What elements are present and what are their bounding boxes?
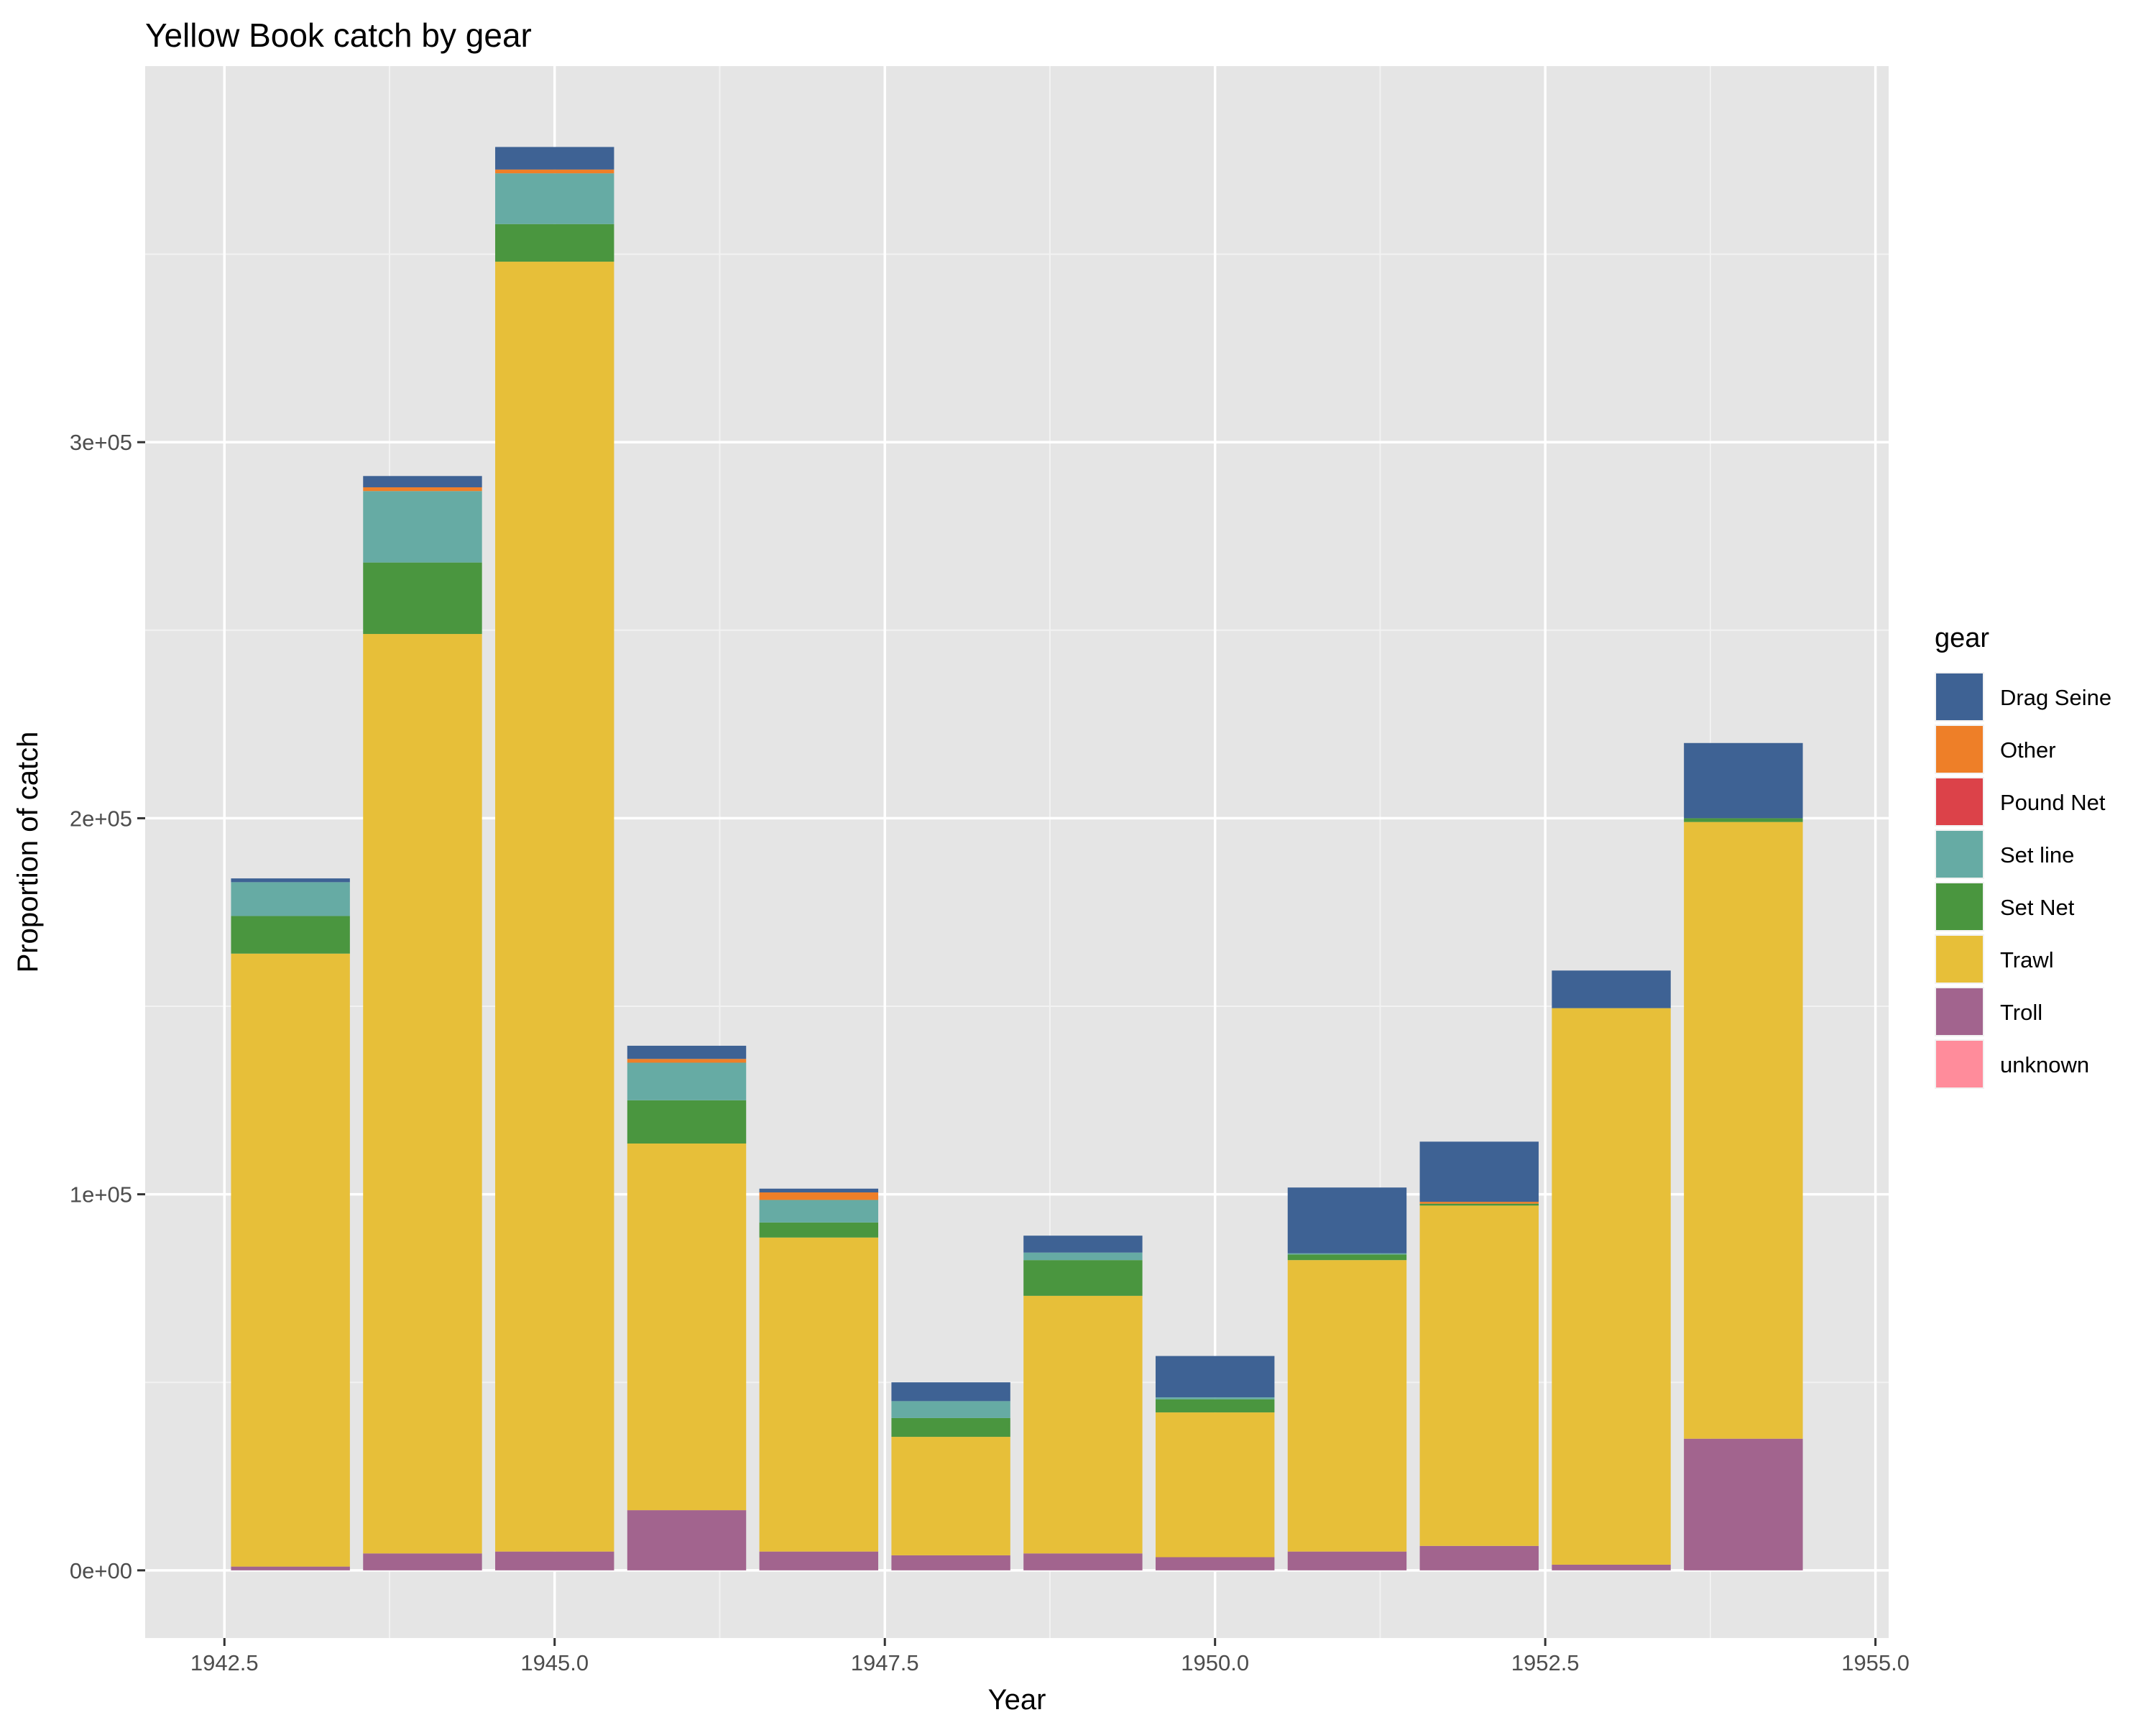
bar-segment-drag-seine-1944 <box>363 476 482 487</box>
bar-segment-trawl-1950 <box>1155 1412 1275 1558</box>
y-tick-label: 1e+05 <box>70 1182 132 1208</box>
bar-segment-drag-seine-1949 <box>1023 1236 1143 1253</box>
bar-segment-trawl-1949 <box>1023 1295 1143 1554</box>
bar-segment-troll-1945 <box>495 1551 614 1570</box>
bar-segment-set-net-1944 <box>363 562 482 635</box>
bar-segment-trawl-1953 <box>1552 1008 1671 1565</box>
bar-segment-set-net-1949 <box>1023 1260 1143 1296</box>
bar-segment-drag-seine-1943 <box>231 878 350 883</box>
chart-title: Yellow Book catch by gear <box>145 17 532 54</box>
legend-label-drag-seine: Drag Seine <box>2000 685 2111 710</box>
bar-segment-trawl-1944 <box>363 634 482 1554</box>
bar-segment-set-net-1947 <box>759 1222 879 1238</box>
legend-swatch-troll <box>1936 988 1983 1035</box>
bar-segment-set-line-1947 <box>759 1200 879 1223</box>
bar-segment-troll-1951 <box>1287 1551 1407 1570</box>
bar-segment-set-line-1949 <box>1023 1252 1143 1261</box>
legend-swatch-other <box>1936 726 1983 773</box>
bar-segment-set-net-1952 <box>1419 1203 1539 1206</box>
bar-segment-drag-seine-1954 <box>1684 742 1803 819</box>
legend-swatch-set-net <box>1936 883 1983 930</box>
bar-segment-trawl-1945 <box>495 262 614 1552</box>
bar-segment-trawl-1954 <box>1684 822 1803 1439</box>
bar-segment-other-1944 <box>363 487 482 492</box>
legend-label-pound-net: Pound Net <box>2000 790 2106 815</box>
x-tick-label: 1952.5 <box>1511 1650 1580 1675</box>
bar-segment-drag-seine-1951 <box>1287 1187 1407 1254</box>
bar-segment-drag-seine-1952 <box>1419 1141 1539 1202</box>
legend-swatch-pound-net <box>1936 778 1983 825</box>
bar-segment-drag-seine-1948 <box>891 1382 1010 1402</box>
legend-label-set-net: Set Net <box>2000 895 2075 920</box>
bar-segment-troll-1947 <box>759 1551 879 1570</box>
bar-segment-troll-1944 <box>363 1553 482 1570</box>
bar-segment-trawl-1947 <box>759 1237 879 1552</box>
y-tick-label: 0e+00 <box>70 1558 132 1583</box>
bar-segment-troll-1950 <box>1155 1557 1275 1570</box>
x-axis-title: Year <box>988 1684 1046 1716</box>
bar-segment-other-1946 <box>627 1059 747 1063</box>
bar-segment-set-line-1943 <box>231 882 350 916</box>
bars <box>231 147 1803 1570</box>
legend-swatch-trawl <box>1936 936 1983 983</box>
bar-segment-trawl-1943 <box>231 953 350 1567</box>
bar-segment-set-net-1946 <box>627 1100 747 1144</box>
bar-segment-other-1945 <box>495 169 614 174</box>
bar-segment-drag-seine-1953 <box>1552 970 1671 1008</box>
y-axis: 0e+00 1e+05 2e+05 3e+05 <box>70 430 145 1583</box>
legend-label-troll: Troll <box>2000 1000 2042 1025</box>
legend-title: gear <box>1935 623 1989 653</box>
bar-segment-trawl-1951 <box>1287 1260 1407 1552</box>
legend-label-trawl: Trawl <box>2000 947 2054 972</box>
bar-segment-set-net-1954 <box>1684 818 1803 822</box>
bar-segment-troll-1943 <box>231 1566 350 1570</box>
x-tick-label: 1945.0 <box>520 1650 589 1675</box>
legend-swatch-drag-seine <box>1936 673 1983 720</box>
x-tick-label: 1942.5 <box>190 1650 259 1675</box>
legend-label-other: Other <box>2000 737 2056 763</box>
x-axis: 1942.5 1945.0 1947.5 1950.0 1952.5 1955.0 <box>190 1638 1909 1675</box>
x-tick-label: 1955.0 <box>1841 1650 1909 1675</box>
bar-segment-set-line-1946 <box>627 1062 747 1100</box>
y-axis-title: Proportion of catch <box>12 732 44 973</box>
bar-segment-set-net-1948 <box>891 1417 1010 1438</box>
bar-segment-troll-1946 <box>627 1510 747 1570</box>
legend-swatch-unknown <box>1936 1041 1983 1087</box>
bar-segment-set-line-1945 <box>495 173 614 224</box>
bar-segment-set-net-1950 <box>1155 1399 1275 1413</box>
bar-segment-troll-1948 <box>891 1555 1010 1570</box>
bar-segment-set-net-1943 <box>231 916 350 954</box>
bar-segment-troll-1952 <box>1419 1545 1539 1570</box>
bar-segment-set-line-1948 <box>891 1401 1010 1418</box>
bar-segment-other-1952 <box>1419 1202 1539 1204</box>
bar-segment-set-line-1944 <box>363 491 482 563</box>
bar-segment-troll-1953 <box>1552 1564 1671 1570</box>
bar-segment-troll-1949 <box>1023 1553 1143 1570</box>
legend-swatch-set-line <box>1936 831 1983 878</box>
legend-label-set-line: Set line <box>2000 842 2074 868</box>
bar-segment-trawl-1946 <box>627 1143 747 1511</box>
bar-segment-other-1947 <box>759 1192 879 1200</box>
legend: gear Drag Seine Other Pound Net Set line Set… <box>1935 623 2111 1089</box>
bar-segment-set-net-1945 <box>495 224 614 262</box>
bar-segment-trawl-1952 <box>1419 1205 1539 1546</box>
bar-segment-troll-1954 <box>1684 1438 1803 1570</box>
bar-segment-set-line-1950 <box>1155 1397 1275 1399</box>
bar-segment-set-line-1951 <box>1287 1253 1407 1255</box>
y-tick-label: 2e+05 <box>70 806 132 831</box>
bar-segment-set-net-1951 <box>1287 1254 1407 1261</box>
legend-label-unknown: unknown <box>2000 1052 2089 1077</box>
bar-segment-drag-seine-1945 <box>495 147 614 170</box>
x-tick-label: 1947.5 <box>851 1650 919 1675</box>
bar-segment-trawl-1948 <box>891 1437 1010 1555</box>
bar-segment-drag-seine-1950 <box>1155 1356 1275 1398</box>
y-tick-label: 3e+05 <box>70 430 132 455</box>
bar-segment-drag-seine-1946 <box>627 1045 747 1059</box>
x-tick-label: 1950.0 <box>1181 1650 1249 1675</box>
bar-segment-drag-seine-1947 <box>759 1188 879 1193</box>
